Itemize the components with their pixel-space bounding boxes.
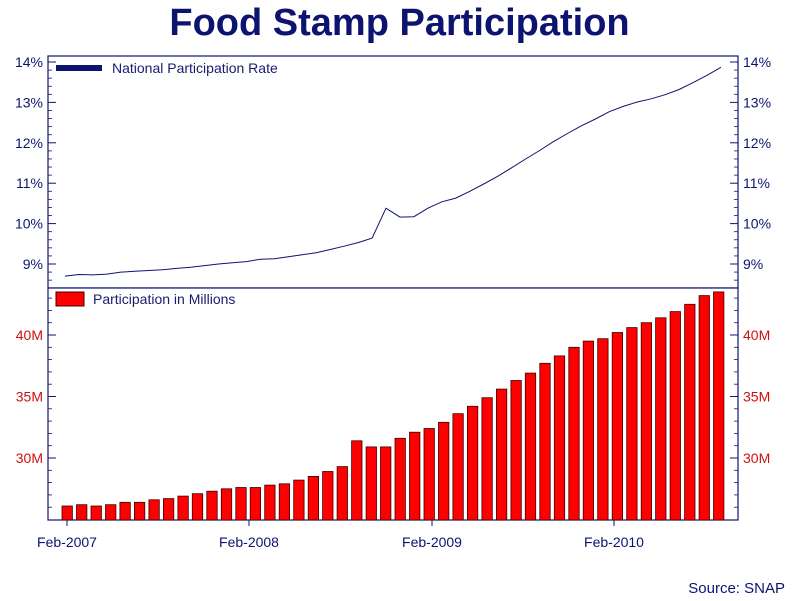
chart-title: Food Stamp Participation [169,2,630,44]
participation-tick-label-right: 30M [743,450,770,466]
rate-tick-label-right: 9% [743,256,763,272]
participation-bar [409,431,421,521]
rate-tick-label-left: 9% [23,256,43,272]
rate-tick-label-left: 14% [15,54,43,70]
x-tick-label: Feb-2009 [402,534,462,550]
participation-bar [713,291,725,521]
rate-panel: 9% 9% 10% 10% 11% 11% 12% 12% 13% 13% 14% 14% Nation… [15,54,771,289]
x-tick-label: Feb-2010 [584,534,644,550]
participation-bar [466,405,479,521]
rate-tick-label-right: 13% [743,94,771,110]
participation-panel: 30M 30M 35M 35M 40M 40M Participation in Milli… [16,287,770,521]
participation-bar [611,332,624,521]
rate-tick-label-left: 13% [15,94,43,110]
participation-bar [206,490,218,521]
rate-tick-label-right: 12% [743,135,771,151]
x-axis: Feb-2007 Feb-2008 Feb-2009 Feb-2010 [37,520,644,550]
participation-bar [235,487,247,521]
participation-tick-label-left: 35M [16,389,43,405]
participation-bar [278,483,291,521]
participation-bar [105,504,117,521]
participation-legend-swatch [55,291,85,307]
participation-bar [90,505,102,521]
x-tick-label: Feb-2007 [37,534,97,550]
participation-bar [162,498,175,521]
rate-tick-label-left: 11% [16,175,43,191]
participation-bar [148,499,160,521]
participation-legend-label: Participation in Millions [93,291,235,307]
participation-bar [684,303,696,521]
participation-bar [597,338,609,521]
participation-bar [119,501,131,521]
participation-bar [264,484,276,521]
participation-tick-label-left: 40M [16,327,43,343]
participation-bar [191,493,204,521]
participation-bar [177,495,189,521]
participation-bar [452,413,464,521]
rate-plot-frame [47,55,739,289]
rate-tick-label-left: 10% [15,216,43,232]
participation-bar [698,295,710,521]
participation-tick-label-right: 35M [743,389,770,405]
participation-bar [365,446,377,521]
participation-bar [293,479,305,521]
participation-bar [626,327,638,521]
participation-bar [582,340,595,521]
participation-bar [307,475,320,521]
participation-bar [76,504,88,521]
participation-bar [423,428,435,521]
rate-tick-label-left: 12% [15,135,43,151]
rate-legend-label: National Participation Rate [112,60,278,76]
participation-bar [249,487,261,521]
participation-bar [322,471,334,521]
participation-bar [524,372,537,521]
participation-bar [336,466,348,521]
participation-bar [220,488,233,521]
x-tick-label: Feb-2008 [219,534,279,550]
participation-bar [640,322,653,521]
participation-bar [539,362,551,521]
participation-bar [553,355,566,521]
rate-tick-label-right: 14% [743,54,771,70]
participation-bar [481,397,493,521]
rate-legend-swatch [56,65,102,71]
participation-tick-label-right: 40M [743,327,770,343]
participation-tick-label-left: 30M [16,450,43,466]
participation-bar [380,446,392,521]
rate-tick-label-right: 10% [743,216,771,232]
participation-bar [351,440,363,521]
participation-bar [61,505,73,521]
participation-bar [495,388,508,521]
participation-bar [655,317,667,521]
source-note: Source: SNAP [688,580,785,597]
rate-series-line [64,66,722,277]
participation-bar [510,380,522,521]
rate-tick-label-right: 11% [743,175,770,191]
participation-bar [133,501,146,521]
participation-bar [394,437,406,521]
participation-bar [669,311,681,521]
participation-bar [438,421,450,521]
participation-bar [568,346,580,521]
